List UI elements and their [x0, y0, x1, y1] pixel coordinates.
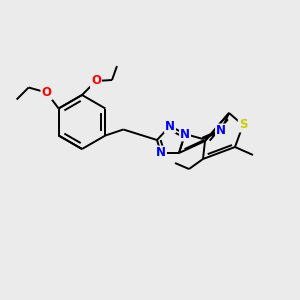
Text: N: N	[180, 128, 190, 140]
Text: O: O	[91, 74, 101, 88]
Text: N: N	[216, 124, 226, 137]
Text: O: O	[42, 86, 52, 99]
Text: S: S	[239, 118, 247, 131]
Text: N: N	[165, 119, 175, 133]
Text: N: N	[156, 146, 166, 160]
Text: O: O	[91, 74, 101, 88]
Text: O: O	[42, 86, 52, 99]
